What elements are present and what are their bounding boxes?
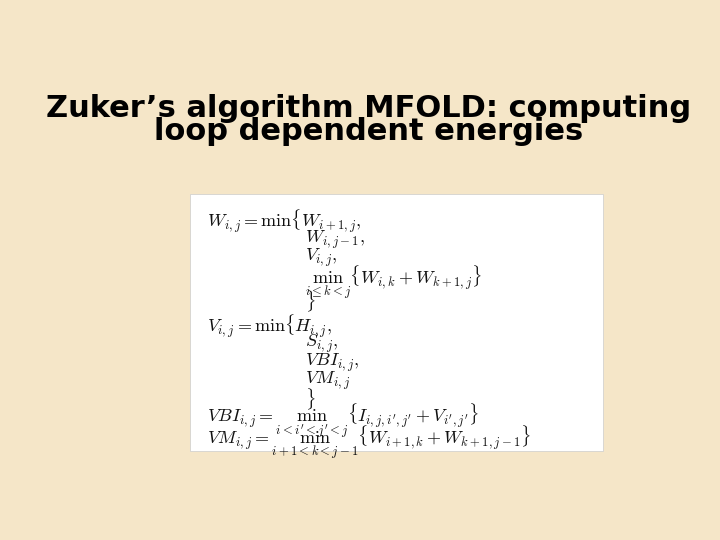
Text: $VM_{i,j} = \underset{i+1 < k < j-1}{\min}\{W_{i+1,k} + W_{k+1,j-1}\}$: $VM_{i,j} = \underset{i+1 < k < j-1}{\mi… xyxy=(207,423,531,461)
Text: $\underset{i \leq k < j}{\min}\{W_{i,k} + W_{k+1,j}\}$: $\underset{i \leq k < j}{\min}\{W_{i,k} … xyxy=(305,263,482,301)
Text: Zuker’s algorithm MFOLD: computing: Zuker’s algorithm MFOLD: computing xyxy=(46,94,692,123)
Text: loop dependent energies: loop dependent energies xyxy=(154,117,584,146)
Text: $\}$: $\}$ xyxy=(305,289,315,314)
Text: $V_{i,j},$: $V_{i,j},$ xyxy=(305,247,338,269)
Text: $VBI_{i,j},$: $VBI_{i,j},$ xyxy=(305,352,359,374)
Text: $\}$: $\}$ xyxy=(305,387,315,412)
Text: $S_{i,j},$: $S_{i,j},$ xyxy=(305,333,338,355)
FancyBboxPatch shape xyxy=(190,194,603,451)
Text: $W_{i,j-1},$: $W_{i,j-1},$ xyxy=(305,229,364,252)
Text: $VM_{i,j}$: $VM_{i,j}$ xyxy=(305,370,350,392)
Text: $V_{i,j} = \min\{H_{i,j},$: $V_{i,j} = \min\{H_{i,j},$ xyxy=(207,312,332,340)
Text: $VBI_{i,j} = \underset{i < i' < j' < j}{\min}\{I_{i,j,i',j'} + V_{i',j'}\}$: $VBI_{i,j} = \underset{i < i' < j' < j}{… xyxy=(207,402,480,440)
Text: $W_{i,j} = \min\{W_{i+1,j},$: $W_{i,j} = \min\{W_{i+1,j},$ xyxy=(207,207,361,234)
